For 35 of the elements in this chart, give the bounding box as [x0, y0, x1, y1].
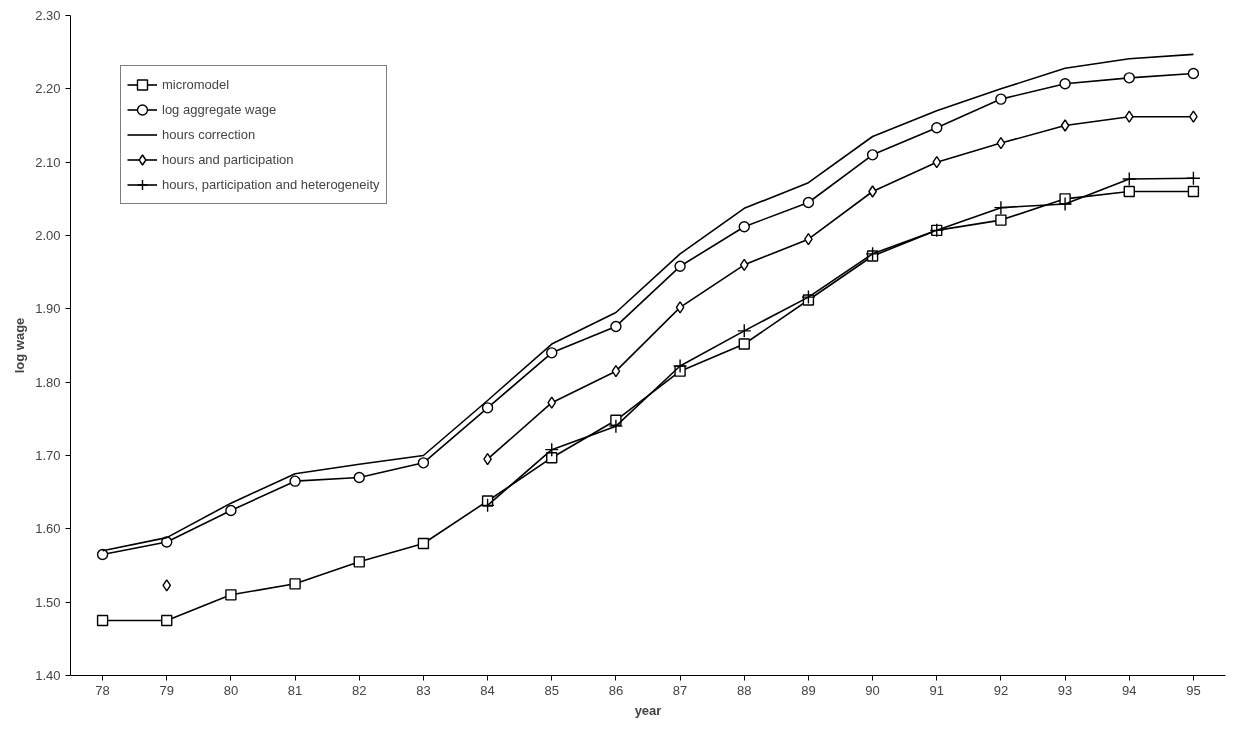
- x-tick-label: 94: [1122, 682, 1137, 698]
- x-tick-label: 79: [159, 682, 174, 698]
- x-axis-title: year: [634, 702, 662, 718]
- x-tick-label: 85: [544, 682, 559, 698]
- x-tick-label: 86: [608, 682, 624, 698]
- x-tick-label: 78: [95, 682, 110, 698]
- y-tick-label: 2.10: [35, 154, 61, 170]
- legend-label: log aggregate wage: [162, 101, 277, 118]
- legend-label: hours and participation: [162, 151, 294, 168]
- x-tick-label: 90: [865, 682, 880, 698]
- x-tick-label: 92: [993, 682, 1009, 698]
- legend-label: micromodel: [162, 76, 230, 93]
- x-tick-label: 82: [352, 682, 367, 698]
- y-tick-label: 1.50: [35, 594, 61, 610]
- legend-label: hours correction: [162, 126, 256, 143]
- y-axis-title: log wage: [12, 317, 28, 374]
- y-tick-label: 2.20: [35, 81, 61, 97]
- y-tick-label: 1.60: [35, 521, 61, 537]
- y-tick-label: 2.00: [35, 228, 61, 243]
- x-tick-label: 88: [737, 682, 752, 698]
- x-tick-label: 93: [1057, 682, 1073, 698]
- y-tick-label: 1.90: [35, 301, 61, 317]
- x-tick-label: 95: [1186, 682, 1201, 698]
- legend-label: hours, participation and heterogeneity: [162, 176, 380, 193]
- y-tick-label: 1.70: [35, 448, 61, 463]
- x-tick-label: 87: [672, 682, 688, 698]
- y-tick-label: 1.80: [35, 374, 61, 390]
- y-tick-label: 2.30: [35, 8, 61, 23]
- x-tick-label: 91: [929, 682, 944, 698]
- x-tick-label: 89: [801, 682, 816, 698]
- x-tick-label: 81: [287, 682, 303, 698]
- y-tick-label: 1.40: [35, 668, 61, 683]
- x-tick-label: 83: [416, 682, 431, 698]
- x-tick-label: 80: [223, 682, 239, 698]
- x-tick-label: 84: [480, 682, 495, 698]
